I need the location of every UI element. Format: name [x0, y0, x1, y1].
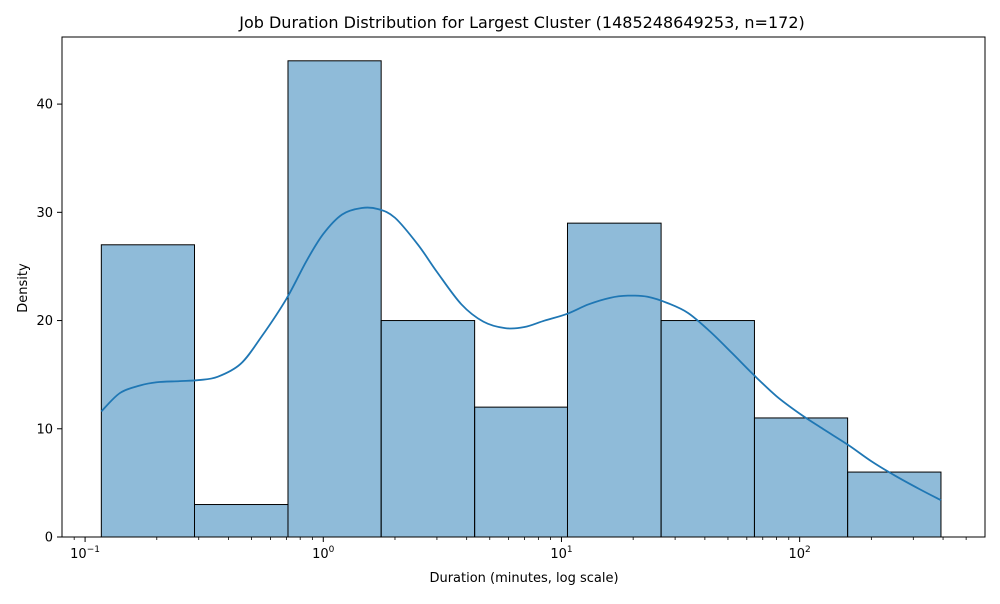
y-tick-label-10: 10: [36, 422, 53, 437]
plot-frame: [61, 36, 986, 538]
x-tick-label-0: 10−1: [70, 545, 100, 562]
histogram-bar-7: [753, 417, 849, 538]
kde-layer: [100, 206, 942, 502]
kde-line: [100, 206, 942, 502]
histogram-bar-5: [566, 222, 662, 538]
histogram-bar-4: [474, 406, 568, 538]
y-axis-label: Density: [16, 263, 31, 313]
histogram-bar-0: [100, 244, 196, 538]
histogram-bar-6: [660, 320, 755, 538]
bars-layer: [100, 60, 942, 538]
axes-layer: 0 10 20 30 40 10−1 100 101 102: [36, 36, 986, 562]
y-tick-label-30: 30: [36, 206, 53, 221]
x-tick-label-1: 100: [312, 545, 335, 562]
histogram-bar-2: [287, 60, 382, 538]
y-tick-label-20: 20: [36, 314, 53, 329]
x-tick-label-2: 101: [550, 545, 572, 562]
y-tick-label-40: 40: [36, 98, 53, 113]
x-axis-label: Duration (minutes, log scale): [429, 571, 618, 586]
histogram-bar-8: [847, 471, 942, 538]
chart-title: Job Duration Distribution for Largest Cl…: [238, 13, 805, 32]
x-tick-label-3: 102: [789, 545, 811, 562]
histogram-bar-1: [194, 504, 289, 538]
y-tick-label-0: 0: [45, 531, 53, 546]
histogram-bar-3: [380, 320, 476, 538]
